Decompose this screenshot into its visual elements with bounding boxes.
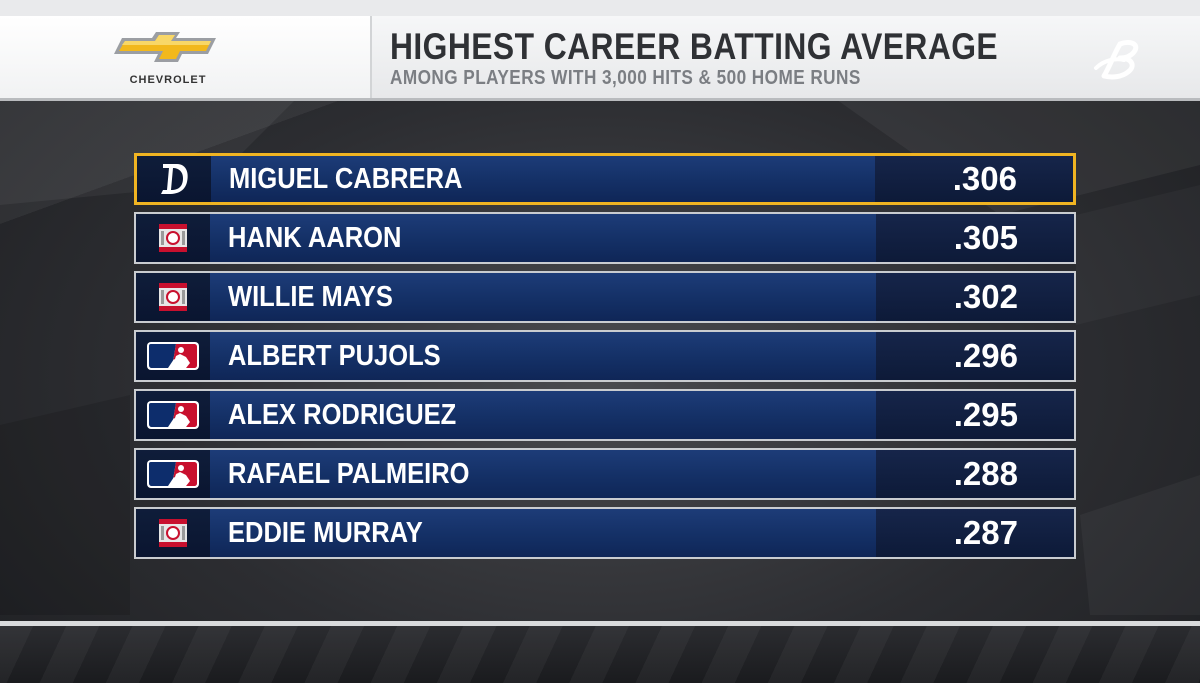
mlb-logo-icon <box>147 460 199 488</box>
table-row: MIGUEL CABRERA .306 <box>134 153 1076 205</box>
player-name: RAFAEL PALMEIRO <box>228 458 470 490</box>
mlb-logo-icon <box>147 342 199 370</box>
table-row: WILLIE MAYS .302 <box>134 271 1076 323</box>
player-name: EDDIE MURRAY <box>228 517 423 549</box>
batting-average: .288 <box>953 455 1018 492</box>
title-band <box>372 16 1200 98</box>
batting-average: .296 <box>953 337 1018 374</box>
player-name: WILLIE MAYS <box>228 281 393 313</box>
player-name: ALEX RODRIGUEZ <box>228 399 457 431</box>
page-title: HIGHEST CAREER BATTING AVERAGE <box>390 26 999 67</box>
bally-sports-b-icon <box>1094 39 1139 80</box>
player-name: MIGUEL CABRERA <box>229 163 463 195</box>
batting-average: .305 <box>953 219 1018 256</box>
player-name: HANK AARON <box>228 222 402 254</box>
table-row: ALBERT PUJOLS .296 <box>134 330 1076 382</box>
batting-average: .295 <box>953 396 1018 433</box>
table-row: EDDIE MURRAY .287 <box>134 507 1076 559</box>
page-subtitle: AMONG PLAYERS WITH 3,000 HITS & 500 HOME… <box>390 67 861 89</box>
top-strip <box>0 0 1200 16</box>
batting-average: .306 <box>952 160 1017 197</box>
hall-of-fame-icon <box>159 283 187 311</box>
header-divider <box>370 16 372 98</box>
mlb-logo-icon <box>147 401 199 429</box>
sponsor-name: CHEVROLET <box>129 74 207 86</box>
batting-average: .287 <box>953 514 1018 551</box>
batting-average: .302 <box>953 278 1018 315</box>
table-row: HANK AARON .305 <box>134 212 1076 264</box>
player-name: ALBERT PUJOLS <box>228 340 441 372</box>
sponsor-logo: CHEVROLET <box>112 30 224 90</box>
hall-of-fame-icon <box>159 224 187 252</box>
chevrolet-bowtie-icon <box>114 32 216 62</box>
header: CHEVROLET HIGHEST CAREER BATTING AVERAGE… <box>0 16 1200 101</box>
table-row: RAFAEL PALMEIRO .288 <box>134 448 1076 500</box>
hall-of-fame-icon <box>159 519 187 547</box>
table-row: ALEX RODRIGUEZ .295 <box>134 389 1076 441</box>
bottom-divider <box>0 621 1200 626</box>
tigers-d-icon <box>161 164 188 194</box>
bottom-band <box>0 626 1200 683</box>
